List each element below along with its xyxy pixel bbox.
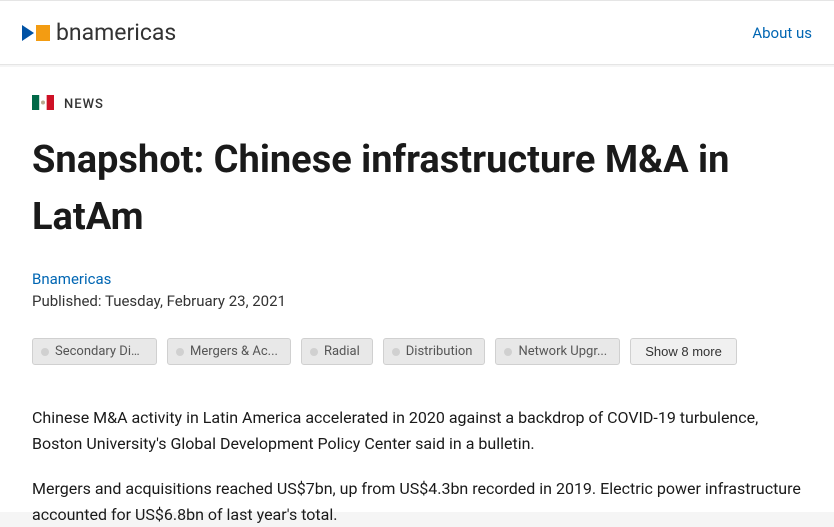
article-headline: Snapshot: Chinese infrastructure M&A in … bbox=[32, 132, 802, 246]
tag-dot-icon bbox=[392, 348, 400, 356]
show-more-tags-button[interactable]: Show 8 more bbox=[630, 338, 737, 365]
tag-network-upgr[interactable]: Network Upgr... bbox=[495, 338, 620, 365]
article-paragraph: Mergers and acquisitions reached US$7bn,… bbox=[32, 476, 802, 527]
tag-mergers[interactable]: Mergers & Ac... bbox=[167, 338, 291, 365]
tag-dot-icon bbox=[41, 348, 49, 356]
author-link[interactable]: Bnamericas bbox=[32, 270, 802, 288]
about-us-link[interactable]: About us bbox=[752, 24, 812, 42]
logo-icon bbox=[22, 23, 54, 43]
tag-dot-icon bbox=[504, 348, 512, 356]
tag-distribution[interactable]: Distribution bbox=[383, 338, 486, 365]
mexico-flag-icon bbox=[32, 95, 54, 114]
news-label: NEWS bbox=[64, 97, 104, 112]
tags-row: Secondary Dis... Mergers & Ac... Radial … bbox=[32, 338, 802, 365]
logo-text: bnamericas bbox=[56, 19, 176, 46]
article-content: NEWS Snapshot: Chinese infrastructure M&… bbox=[0, 67, 834, 512]
news-category-row: NEWS bbox=[32, 95, 802, 114]
logo[interactable]: bnamericas bbox=[22, 19, 176, 46]
tag-radial[interactable]: Radial bbox=[301, 338, 373, 365]
tag-dot-icon bbox=[310, 348, 318, 356]
published-date: Published: Tuesday, February 23, 2021 bbox=[32, 292, 802, 310]
tag-dot-icon bbox=[176, 348, 184, 356]
site-header: bnamericas About us bbox=[0, 0, 834, 65]
tag-secondary-dis[interactable]: Secondary Dis... bbox=[32, 338, 157, 365]
article-paragraph: Chinese M&A activity in Latin America ac… bbox=[32, 405, 802, 456]
